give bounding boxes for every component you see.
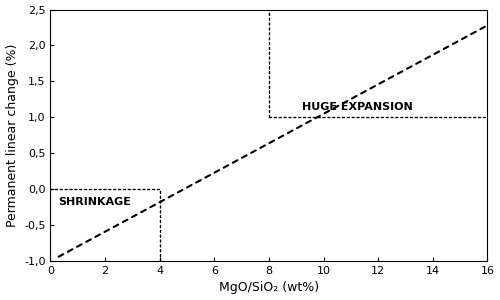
- X-axis label: MgO/SiO₂ (wt%): MgO/SiO₂ (wt%): [219, 281, 319, 294]
- Text: HUGE EXPANSION: HUGE EXPANSION: [302, 102, 412, 112]
- Text: SHRINKAGE: SHRINKAGE: [58, 197, 132, 207]
- Y-axis label: Permanent linear change (%): Permanent linear change (%): [6, 44, 18, 227]
